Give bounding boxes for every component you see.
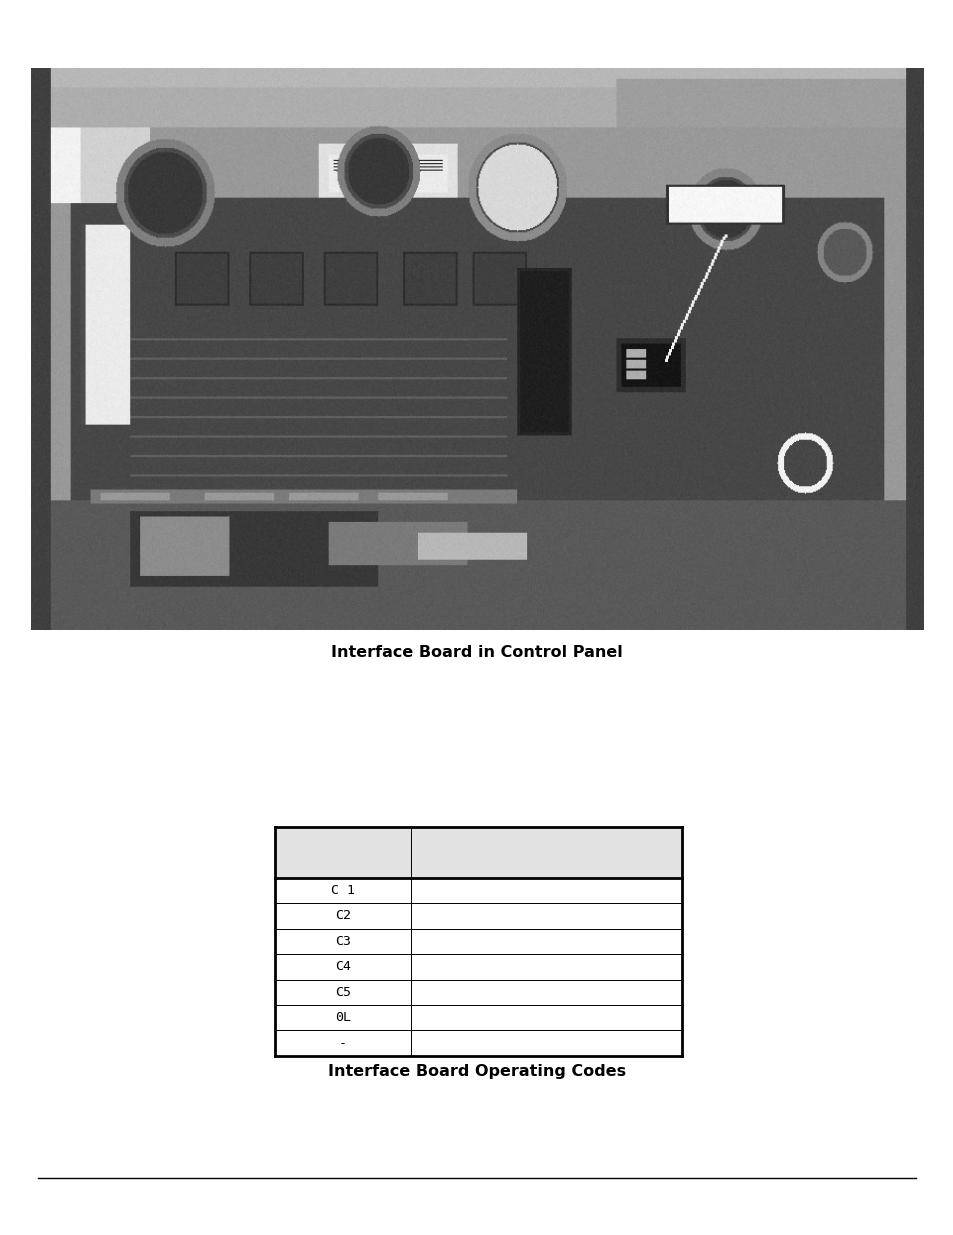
Bar <box>274 903 681 929</box>
Bar <box>274 827 681 878</box>
Text: C2: C2 <box>335 909 351 923</box>
Text: C5: C5 <box>335 986 351 999</box>
Bar <box>274 878 681 903</box>
Bar <box>274 979 681 1005</box>
Text: Interface Board Operating Codes: Interface Board Operating Codes <box>328 1065 625 1079</box>
Bar <box>274 929 681 955</box>
Bar <box>274 955 681 979</box>
Text: C 1: C 1 <box>331 884 355 897</box>
Bar <box>274 1005 681 1030</box>
Text: 0L: 0L <box>335 1011 351 1024</box>
Bar <box>274 1030 681 1056</box>
Text: C4: C4 <box>335 961 351 973</box>
Text: -: - <box>338 1036 347 1050</box>
Text: C3: C3 <box>335 935 351 947</box>
Text: Interface Board in Control Panel: Interface Board in Control Panel <box>331 645 622 659</box>
